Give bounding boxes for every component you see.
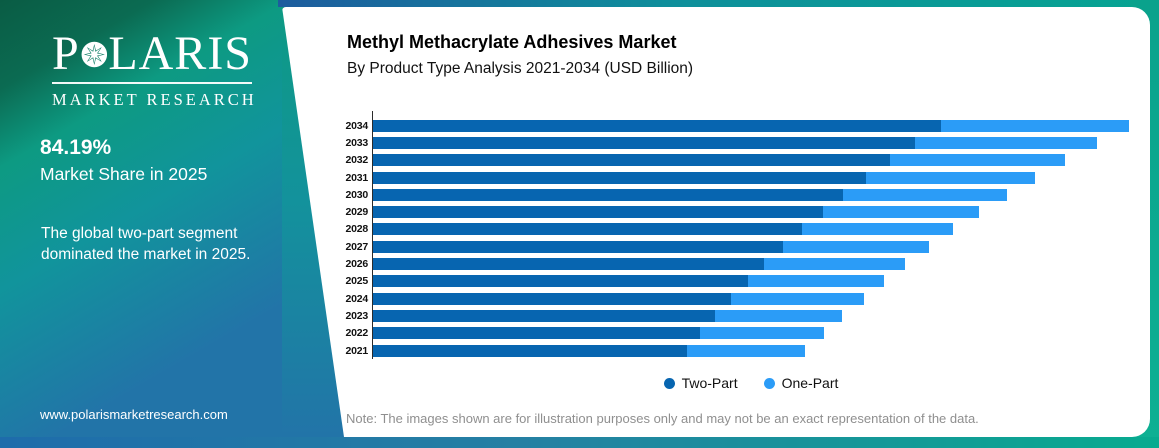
bar-segment-two-part: [373, 258, 764, 271]
logo-text-suffix: LARIS: [108, 27, 252, 80]
year-label: 2033: [345, 136, 368, 149]
bar-segment-two-part: [373, 327, 701, 340]
bar-segment-two-part: [373, 154, 891, 167]
bar-segment-one-part: [686, 344, 806, 357]
bar-segment-one-part: [940, 119, 1129, 132]
logo-wordmark: P LARIS: [52, 30, 252, 78]
bar-track: [373, 154, 1129, 167]
year-label: 2030: [345, 188, 368, 201]
bottom-accent-bar: [0, 437, 1159, 448]
disclaimer-note: Note: The images shown are for illustrat…: [346, 411, 979, 426]
logo-text-prefix: P: [52, 27, 80, 80]
year-label: 2029: [345, 206, 368, 219]
market-share-label: Market Share in 2025: [40, 164, 208, 184]
year-label: 2021: [345, 344, 368, 357]
year-label: 2026: [345, 258, 368, 271]
y-axis-line: [371, 111, 373, 359]
bar-row: 2033: [341, 134, 1129, 151]
brand-panel: P LARIS MARKET RESEARCH 84.19% Market Sh…: [0, 0, 345, 448]
bar-segment-two-part: [373, 119, 941, 132]
bar-segment-two-part: [373, 309, 715, 322]
card-diagonal-edge: [282, 7, 344, 437]
bar-segment-one-part: [843, 188, 1007, 201]
bar-segment-two-part: [373, 223, 802, 236]
bar-plot: 2034 2033 2032 2031 2030 2029 2028 2027 2026 2025…: [341, 117, 1129, 359]
bar-segment-two-part: [373, 136, 916, 149]
bar-segment-two-part: [373, 171, 866, 184]
bar-segment-one-part: [747, 275, 885, 288]
bar-row: 2024: [341, 290, 1129, 307]
bar-track: [373, 292, 1129, 305]
year-label: 2027: [345, 240, 368, 253]
bar-segment-one-part: [822, 206, 979, 219]
bar-segment-one-part: [731, 292, 864, 305]
year-label: 2034: [345, 119, 368, 132]
chart-legend: Two-Part One-Part: [373, 375, 1129, 391]
bar-segment-one-part: [890, 154, 1065, 167]
bar-track: [373, 309, 1129, 322]
polaris-star-icon: [81, 41, 107, 67]
year-label: 2028: [345, 223, 368, 236]
bar-row: 2029: [341, 203, 1129, 220]
bar-row: 2032: [341, 152, 1129, 169]
bar-row: 2028: [341, 221, 1129, 238]
year-label: 2032: [345, 154, 368, 167]
bar-segment-one-part: [865, 171, 1036, 184]
bar-row: 2034: [341, 117, 1129, 134]
year-label: 2023: [345, 309, 368, 322]
bar-track: [373, 206, 1129, 219]
top-accent-bar: [278, 0, 1159, 7]
year-label: 2022: [345, 327, 368, 340]
bar-segment-one-part: [700, 327, 825, 340]
legend-dot-two-part: [663, 377, 675, 389]
year-label: 2024: [345, 292, 368, 305]
bar-segment-one-part: [801, 223, 953, 236]
bar-segment-one-part: [782, 240, 929, 253]
bar-row: 2026: [341, 255, 1129, 272]
market-share-value: 84.19%: [40, 136, 112, 159]
bar-track: [373, 188, 1129, 201]
bar-segment-two-part: [373, 292, 732, 305]
year-label: 2031: [345, 171, 368, 184]
bar-track: [373, 223, 1129, 236]
bar-track: [373, 275, 1129, 288]
chart-title: Methyl Methacrylate Adhesives Market: [347, 32, 677, 52]
highlight-text: The global two-part segment dominated th…: [41, 225, 251, 263]
bar-segment-two-part: [373, 188, 844, 201]
bar-track: [373, 258, 1129, 271]
bar-track: [373, 119, 1129, 132]
bar-row: 2021: [341, 342, 1129, 359]
logo-subtext: MARKET RESEARCH: [52, 90, 257, 109]
bar-row: 2030: [341, 186, 1129, 203]
bar-segment-one-part: [763, 258, 906, 271]
legend-dot-one-part: [763, 377, 775, 389]
logo-divider: [52, 82, 252, 84]
polaris-logo: P LARIS MARKET RESEARCH: [52, 30, 257, 110]
legend-label-two-part: Two-Part: [681, 375, 738, 391]
bar-segment-one-part: [915, 136, 1098, 149]
bar-track: [373, 171, 1129, 184]
chart-card: Methyl Methacrylate Adhesives Market By …: [282, 7, 1150, 437]
bar-row: 2031: [341, 169, 1129, 186]
year-label: 2025: [345, 275, 368, 288]
bar-track: [373, 344, 1129, 357]
bar-track: [373, 136, 1129, 149]
bar-row: 2022: [341, 325, 1129, 342]
bar-segment-two-part: [373, 344, 687, 357]
legend-item-one-part: One-Part: [763, 375, 839, 391]
legend-label-one-part: One-Part: [781, 375, 839, 391]
bar-row: 2025: [341, 273, 1129, 290]
bar-segment-two-part: [373, 206, 823, 219]
bar-track: [373, 327, 1129, 340]
website-url: www.polarismarketresearch.com: [40, 407, 228, 422]
bar-segment-one-part: [714, 309, 843, 322]
bar-row: 2027: [341, 238, 1129, 255]
bar-segment-two-part: [373, 275, 748, 288]
bar-track: [373, 240, 1129, 253]
chart-subtitle: By Product Type Analysis 2021-2034 (USD …: [347, 60, 694, 77]
bar-row: 2023: [341, 307, 1129, 324]
bar-segment-two-part: [373, 240, 783, 253]
legend-item-two-part: Two-Part: [663, 375, 738, 391]
